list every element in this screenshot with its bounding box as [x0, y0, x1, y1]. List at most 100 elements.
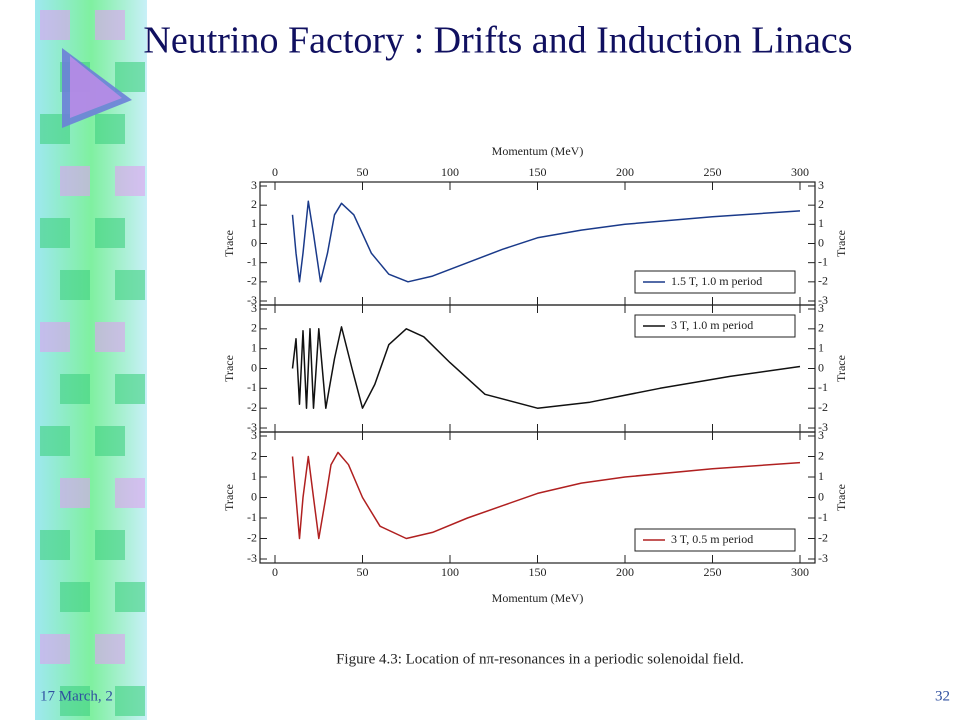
y-tick-label: 3	[251, 301, 257, 315]
decoration	[40, 322, 70, 352]
y-tick-label: 0	[251, 489, 257, 503]
x-tick-label: 250	[704, 165, 722, 179]
series-line	[291, 326, 801, 409]
y-tick-label: 3	[818, 301, 824, 315]
y-axis-label: Trace	[222, 230, 236, 257]
y-tick-label: 0	[818, 360, 824, 374]
slide-title: Neutrino Factory : Drifts and Induction …	[143, 20, 852, 62]
x-tick-label: 0	[272, 165, 278, 179]
x-tick-label: 50	[357, 565, 369, 579]
y-axis-label: Trace	[834, 355, 848, 382]
decoration	[95, 10, 125, 40]
x-tick-label: 250	[704, 565, 722, 579]
y-tick-label: 2	[818, 448, 824, 462]
y-tick-label: 2	[251, 321, 257, 335]
y-tick-label: 1	[251, 340, 257, 354]
y-tick-label: 3	[251, 178, 257, 192]
x-tick-label: 100	[441, 165, 459, 179]
y-tick-label: 2	[818, 321, 824, 335]
x-tick-label: 200	[616, 565, 634, 579]
x-tick-label: 300	[791, 165, 809, 179]
y-tick-label: -3	[247, 551, 257, 565]
x-axis-label: Momentum (MeV)	[492, 144, 584, 158]
y-tick-label: -2	[247, 400, 257, 414]
y-tick-label: 1	[251, 469, 257, 483]
y-tick-label: -2	[247, 530, 257, 544]
y-tick-label: -3	[818, 551, 828, 565]
decoration	[40, 10, 70, 40]
decoration	[95, 114, 125, 144]
decoration	[115, 686, 145, 716]
decoration	[95, 426, 125, 456]
legend-label: 3 T, 0.5 m period	[671, 532, 753, 546]
x-tick-label: 150	[529, 165, 547, 179]
series-line	[291, 451, 801, 540]
y-tick-label: 0	[818, 489, 824, 503]
side-decoration	[35, 0, 147, 720]
x-tick-label: 200	[616, 165, 634, 179]
legend-box	[634, 314, 796, 338]
decoration	[40, 426, 70, 456]
y-axis-label: Trace	[222, 484, 236, 511]
y-tick-label: 2	[251, 448, 257, 462]
y-tick-label: 2	[818, 197, 824, 211]
y-tick-label: -2	[247, 274, 257, 288]
y-tick-label: 0	[251, 360, 257, 374]
y-tick-label: 1	[251, 216, 257, 230]
figure: -3 -3-2 -2-1 -10 01 12 23 30 50 100 150 200 250 300Mo…	[222, 144, 848, 605]
y-axis-label: Trace	[222, 355, 236, 382]
y-tick-label: -1	[247, 510, 257, 524]
y-tick-label: 3	[251, 428, 257, 442]
y-tick-label: 3	[818, 428, 824, 442]
x-tick-label: 150	[529, 565, 547, 579]
y-tick-label: 1	[818, 340, 824, 354]
decoration	[40, 634, 70, 664]
y-tick-label: -3	[818, 293, 828, 307]
decoration	[40, 218, 70, 248]
y-tick-label: -3	[818, 420, 828, 434]
y-tick-label: 0	[251, 235, 257, 249]
decoration	[60, 270, 90, 300]
legend-label: 3 T, 1.0 m period	[671, 318, 753, 332]
y-tick-label: -2	[818, 274, 828, 288]
decoration	[115, 270, 145, 300]
decoration	[115, 374, 145, 404]
y-tick-label: -1	[818, 380, 828, 394]
y-tick-label: -3	[247, 420, 257, 434]
decoration	[115, 62, 145, 92]
y-axis-label: Trace	[834, 484, 848, 511]
x-tick-label: 0	[272, 565, 278, 579]
decoration	[60, 166, 90, 196]
decoration	[40, 530, 70, 560]
y-tick-label: -2	[818, 400, 828, 414]
legend-box	[634, 270, 796, 294]
decoration	[60, 582, 90, 612]
footer-date: 17 March, 2	[40, 688, 113, 704]
y-tick-label: 0	[818, 235, 824, 249]
y-tick-label: -1	[818, 510, 828, 524]
decoration	[60, 478, 90, 508]
y-tick-label: -1	[818, 254, 828, 268]
y-tick-label: -2	[818, 530, 828, 544]
legend-box	[634, 528, 796, 552]
x-tick-label: 100	[441, 565, 459, 579]
figure-caption: Figure 4.3: Location of nπ-resonances in…	[336, 651, 744, 667]
decoration	[60, 686, 90, 716]
y-tick-label: 2	[251, 197, 257, 211]
decoration	[95, 530, 125, 560]
y-tick-label: 1	[818, 216, 824, 230]
y-tick-label: -3	[247, 293, 257, 307]
legend-label: 1.5 T, 1.0 m period	[671, 274, 762, 288]
decoration	[115, 478, 145, 508]
decoration	[115, 582, 145, 612]
y-tick-label: 1	[818, 469, 824, 483]
x-tick-label: 50	[357, 165, 369, 179]
x-axis-label: Momentum (MeV)	[492, 591, 584, 605]
page-number: 32	[935, 688, 950, 704]
y-tick-label: -1	[247, 380, 257, 394]
decoration	[95, 218, 125, 248]
decoration	[95, 634, 125, 664]
y-axis-label: Trace	[834, 230, 848, 257]
decoration	[95, 322, 125, 352]
